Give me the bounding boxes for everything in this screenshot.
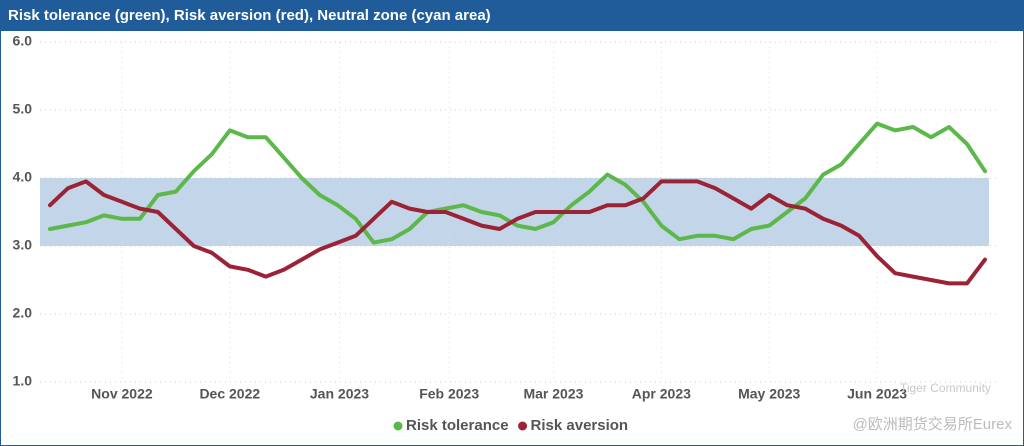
x-tick-label: Jun 2023 [847, 386, 907, 402]
neutral-band [40, 178, 989, 246]
series-line [48, 121, 987, 245]
x-tick-label: Dec 2022 [199, 386, 260, 402]
legend-label: Risk tolerance [406, 417, 509, 434]
y-tick-label: 3.0 [13, 237, 33, 253]
x-tick-label: Jan 2023 [310, 386, 369, 402]
y-tick-label: 1.0 [13, 373, 33, 389]
title-bar [0, 0, 1024, 31]
watermark: @欧洲期货交易所Eurex [853, 415, 1013, 433]
legend-marker [518, 421, 528, 431]
chart-title: Risk tolerance (green), Risk aversion (r… [8, 7, 491, 24]
watermark: Tiger Community [900, 381, 991, 395]
y-tick-label: 2.0 [13, 305, 33, 321]
y-tick-label: 6.0 [13, 33, 33, 49]
x-tick-label: Mar 2023 [523, 386, 583, 402]
legend-label: Risk aversion [531, 417, 629, 434]
x-tick-label: Feb 2023 [419, 386, 479, 402]
series-line [48, 179, 987, 286]
plot: 1.0 2.0 3.0 4.0 5.0 6.0 Nov 2022 Dec 2022 Jan 20… [13, 33, 1000, 434]
y-tick-label: 5.0 [13, 101, 33, 117]
x-tick-label: May 2023 [738, 386, 800, 402]
legend-marker [393, 421, 403, 431]
y-tick-label: 4.0 [13, 169, 33, 185]
x-tick-label: Nov 2022 [91, 386, 153, 402]
x-tick-label: Apr 2023 [632, 386, 691, 402]
